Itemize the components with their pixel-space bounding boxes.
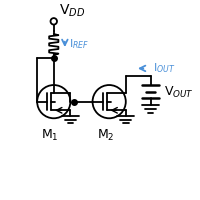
Text: V$_{DD}$: V$_{DD}$: [59, 2, 85, 19]
Text: M$_1$: M$_1$: [41, 128, 59, 143]
Text: V$_{OUT}$: V$_{OUT}$: [164, 85, 194, 100]
Text: I$_{REF}$: I$_{REF}$: [69, 38, 89, 51]
Text: M$_2$: M$_2$: [97, 128, 114, 143]
Text: I$_{OUT}$: I$_{OUT}$: [153, 62, 175, 75]
